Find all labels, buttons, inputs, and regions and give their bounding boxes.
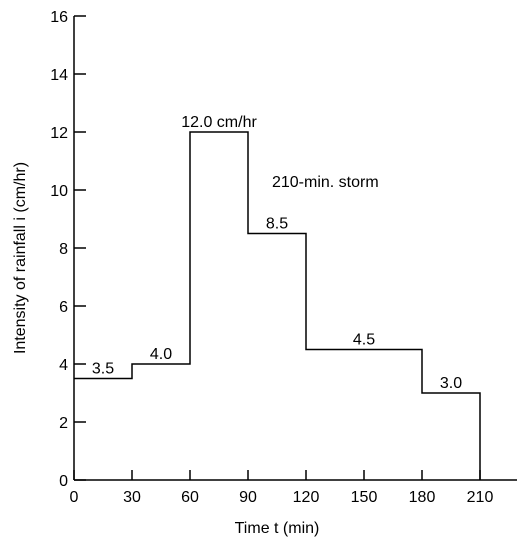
x-tick-label: 150 [351,489,378,506]
x-tick-label: 30 [123,489,141,506]
y-tick-label: 8 [59,241,68,258]
y-tick-label: 0 [59,473,68,490]
x-axis-ticks: 0 30 60 90 120 150 180 210 [70,470,494,506]
y-tick-label: 2 [59,415,68,432]
x-tick-label: 60 [181,489,199,506]
y-tick-label: 12 [50,125,68,142]
x-tick-label: 180 [409,489,436,506]
storm-annotation: 210-min. storm [272,174,379,191]
segment-label: 8.5 [266,216,288,233]
segment-label: 4.5 [353,332,375,349]
x-axis-title: Time t (min) [235,520,320,537]
x-tick-label: 90 [239,489,257,506]
segment-label: 12.0 cm/hr [181,114,257,131]
y-tick-label: 10 [50,183,68,200]
y-axis-title: Intensity of rainfall i (cm/hr) [12,162,29,354]
y-tick-label: 16 [50,9,68,26]
segment-label: 3.5 [92,361,114,378]
segment-labels: 3.5 4.0 12.0 cm/hr 8.5 4.5 3.0 [92,114,462,392]
y-tick-label: 4 [59,357,68,374]
y-axis-ticks: 0 2 4 6 8 10 12 14 16 [50,9,86,490]
x-tick-label: 0 [70,489,79,506]
rainfall-step-line [74,131,481,480]
x-tick-label: 120 [293,489,320,506]
segment-label: 4.0 [150,346,172,363]
y-tick-label: 14 [50,67,68,84]
axes [73,16,517,481]
y-tick-label: 6 [59,299,68,316]
x-tick-label: 210 [467,489,494,506]
segment-label: 3.0 [440,375,462,392]
